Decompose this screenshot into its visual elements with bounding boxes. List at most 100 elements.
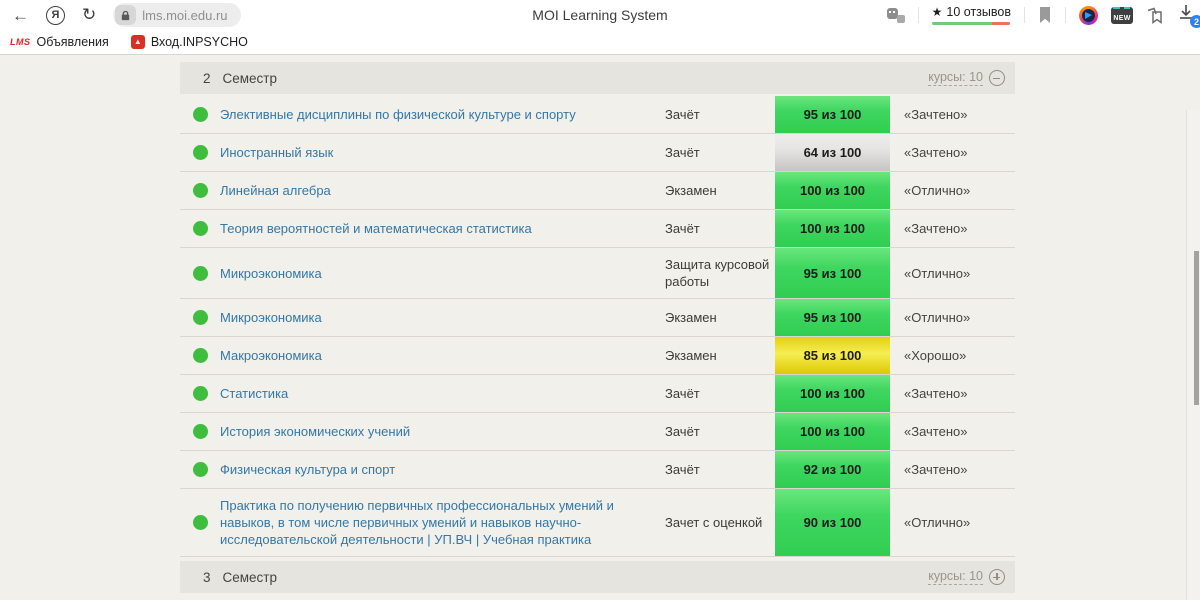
course-row: Элективные дисциплины по физической куль… (180, 96, 1015, 134)
download-icon[interactable]: 2 (1178, 4, 1200, 28)
grades-table: Элективные дисциплины по физической куль… (180, 96, 1015, 557)
course-link[interactable]: Теория вероятностей и математическая ста… (220, 221, 532, 236)
course-row: Статистика Зачёт 100 из 100 «Зачтено» (180, 375, 1015, 413)
grade-text: «Отлично» (904, 265, 971, 281)
course-row: Линейная алгебра Экзамен 100 из 100 «Отличн… (180, 172, 1015, 210)
url-text: lms.moi.edu.ru (142, 7, 228, 23)
score-cell: 100 из 100 (775, 172, 890, 209)
download-count-badge: 2 (1190, 15, 1200, 28)
score-text: 100 из 100 (799, 183, 866, 198)
inpsycho-logo-icon: ▲ (130, 35, 145, 49)
lms-page: 2 Семестр курсы: 10 Элективные дисциплин… (0, 55, 1200, 600)
scrollbar-track[interactable] (1186, 110, 1200, 600)
grade-text: «Отлично» (904, 515, 971, 530)
course-link[interactable]: История экономических учений (220, 424, 411, 439)
score-text: 90 из 100 (803, 515, 862, 530)
grade-text: «Зачтено» (904, 424, 968, 439)
yandex-icon[interactable]: Я (46, 5, 65, 25)
assessment-type: Зачёт (665, 386, 700, 401)
score-cell: 95 из 100 (775, 299, 890, 336)
course-link[interactable]: Статистика (220, 386, 289, 401)
grade-text: «Хорошо» (904, 348, 967, 363)
browser-chrome: ← Я ↻ lms.moi.edu.ru MOI Learning System… (0, 0, 1200, 54)
scrollbar-thumb[interactable] (1194, 251, 1199, 405)
score-text: 92 из 100 (803, 462, 862, 477)
back-icon[interactable]: ← (12, 5, 29, 25)
courses-count-link[interactable]: курсы: 10 (928, 569, 983, 585)
semester-number: 3 (203, 569, 211, 585)
grade-text: «Зачтено» (904, 462, 968, 477)
semester-number: 2 (203, 70, 211, 86)
collapse-icon[interactable] (989, 70, 1005, 86)
grade-text: «Зачтено» (904, 386, 968, 401)
score-text: 95 из 100 (803, 265, 862, 281)
course-link[interactable]: Элективные дисциплины по физической куль… (220, 107, 576, 122)
score-text: 64 из 100 (803, 145, 862, 160)
score-cell: 100 из 100 (775, 210, 890, 247)
course-link[interactable]: Практика по получению первичных професси… (220, 498, 614, 547)
score-cell: 64 из 100 (775, 134, 890, 171)
course-row: Микроэкономика Защита курсовой работы 95 и… (180, 248, 1015, 299)
address-bar[interactable]: lms.moi.edu.ru (113, 3, 241, 27)
lock-icon[interactable] (115, 5, 137, 25)
course-link[interactable]: Микроэкономика (220, 310, 322, 325)
course-row: Практика по получению первичных професси… (180, 489, 1015, 557)
rating-label: 10 отзывов (946, 5, 1011, 19)
bookmark-flag-icon[interactable] (1038, 7, 1052, 23)
status-dot (192, 107, 208, 122)
courses-count-link[interactable]: курсы: 10 (928, 70, 983, 86)
assessment-type: Зачёт (665, 462, 700, 477)
course-link[interactable]: Иностранный язык (220, 145, 334, 160)
score-cell: 95 из 100 (775, 248, 890, 298)
lms-logo-icon: LMS (10, 37, 31, 47)
course-row: История экономических учений Зачёт 100 из … (180, 413, 1015, 451)
assessment-type: Зачёт (665, 221, 700, 236)
status-dot (192, 462, 208, 477)
site-rating[interactable]: ★ 10 отзывов (932, 5, 1011, 25)
collections-icon[interactable] (1146, 7, 1165, 24)
score-cell: 100 из 100 (775, 413, 890, 450)
course-link[interactable]: Физическая культура и спорт (220, 462, 396, 477)
score-text: 100 из 100 (799, 221, 866, 236)
status-dot (192, 348, 208, 363)
score-cell: 92 из 100 (775, 451, 890, 488)
divider (1024, 7, 1025, 23)
rating-bar (932, 22, 1011, 25)
refresh-icon[interactable]: ↻ (82, 5, 97, 24)
chrome-divider (0, 54, 1200, 55)
status-dot (192, 221, 208, 236)
new-extension-icon[interactable]: NEW (1111, 6, 1133, 24)
score-cell: 100 из 100 (775, 375, 890, 412)
course-link[interactable]: Макроэкономика (220, 348, 322, 363)
bookmark-item-inpsycho[interactable]: ▲ Вход.INPSYCHO (130, 35, 248, 49)
status-dot (192, 515, 208, 530)
assessment-type: Экзамен (665, 183, 717, 198)
semester-header-3: 3 Семестр курсы: 10 (180, 561, 1015, 593)
score-cell: 95 из 100 (775, 96, 890, 133)
course-link[interactable]: Микроэкономика (220, 265, 322, 281)
course-row: Физическая культура и спорт Зачёт 92 из 10… (180, 451, 1015, 489)
assessment-type: Экзамен (665, 310, 717, 325)
course-link[interactable]: Линейная алгебра (220, 183, 331, 198)
tableau-icon[interactable] (886, 7, 905, 23)
status-dot (192, 265, 208, 281)
grade-text: «Отлично» (904, 310, 971, 325)
browser-toolbar: ← Я ↻ lms.moi.edu.ru MOI Learning System… (0, 0, 1200, 30)
bookmark-item-lms[interactable]: LMS Объявления (10, 35, 109, 49)
grade-text: «Отлично» (904, 183, 971, 198)
extension-icon[interactable] (1079, 5, 1098, 25)
score-text: 95 из 100 (803, 107, 862, 122)
grade-text: «Зачтено» (904, 107, 968, 122)
star-icon: ★ (931, 5, 943, 19)
expand-icon[interactable] (989, 569, 1005, 585)
grades-content: 2 Семестр курсы: 10 Элективные дисциплин… (180, 62, 1015, 595)
bookmarks-bar: LMS Объявления ▲ Вход.INPSYCHO (0, 30, 1200, 54)
divider (1065, 7, 1066, 23)
bookmark-label: Объявления (36, 35, 109, 49)
semester-title: Семестр (222, 70, 278, 86)
score-cell: 85 из 100 (775, 337, 890, 374)
assessment-type: Экзамен (665, 348, 717, 363)
course-row: Микроэкономика Экзамен 95 из 100 «Отлично» (180, 299, 1015, 337)
score-text: 95 из 100 (803, 310, 862, 325)
score-text: 85 из 100 (803, 348, 862, 363)
